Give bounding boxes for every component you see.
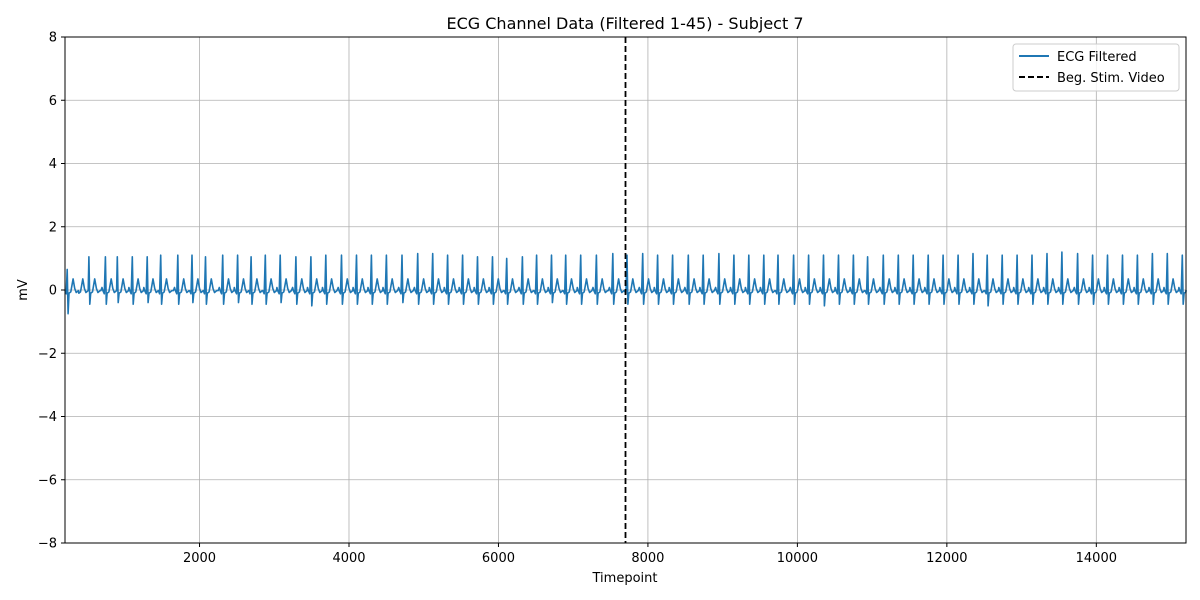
x-tick-label: 12000 — [926, 551, 967, 566]
y-axis: −8 −6 −4 −2 0 2 4 6 8 — [38, 31, 65, 552]
x-tick-label: 6000 — [482, 551, 515, 566]
x-tick-label: 4000 — [332, 551, 365, 566]
y-tick-label: −6 — [38, 473, 57, 488]
x-tick-label: 2000 — [183, 551, 216, 566]
y-tick-label: −4 — [38, 410, 57, 425]
legend: ECG Filtered Beg. Stim. Video — [1012, 43, 1180, 92]
y-tick-label: 8 — [49, 31, 57, 46]
y-tick-label: −2 — [38, 347, 57, 362]
ecg-filtered-line — [64, 251, 1187, 315]
y-tick-label: 6 — [49, 94, 57, 109]
legend-label-stim: Beg. Stim. Video — [1057, 71, 1165, 86]
x-tick-label: 8000 — [631, 551, 664, 566]
y-tick-label: 4 — [49, 157, 57, 172]
legend-label-ecg: ECG Filtered — [1057, 50, 1137, 65]
x-tick-label: 14000 — [1076, 551, 1117, 566]
y-tick-label: 2 — [49, 220, 57, 235]
y-tick-label: 0 — [49, 284, 57, 299]
chart-title: ECG Channel Data (Filtered 1-45) - Subje… — [446, 14, 803, 33]
y-tick-label: −8 — [38, 537, 57, 552]
plot-series — [64, 37, 1187, 543]
y-axis-title: mV — [16, 279, 31, 301]
legend-box — [1012, 43, 1180, 92]
x-axis: 2000 4000 6000 8000 10000 12000 14000 — [183, 543, 1117, 566]
x-axis-title: Timepoint — [592, 571, 658, 586]
x-tick-label: 10000 — [777, 551, 818, 566]
